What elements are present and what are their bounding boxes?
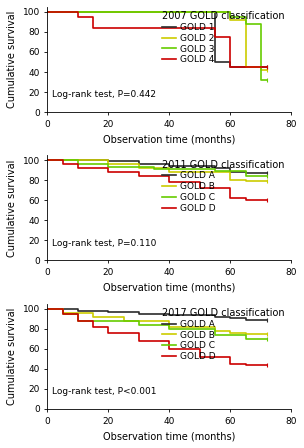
Legend: GOLD 1, GOLD 2, GOLD 3, GOLD 4: GOLD 1, GOLD 2, GOLD 3, GOLD 4	[161, 9, 287, 66]
Y-axis label: Cumulative survival: Cumulative survival	[7, 159, 17, 257]
X-axis label: Observation time (months): Observation time (months)	[103, 134, 236, 144]
Y-axis label: Cumulative survival: Cumulative survival	[7, 308, 17, 405]
Text: Log-rank test, P<0.001: Log-rank test, P<0.001	[52, 387, 157, 396]
Legend: GOLD A, GOLD B, GOLD C, GOLD D: GOLD A, GOLD B, GOLD C, GOLD D	[161, 306, 287, 363]
X-axis label: Observation time (months): Observation time (months)	[103, 431, 236, 441]
Text: Log-rank test, P=0.442: Log-rank test, P=0.442	[52, 90, 156, 99]
Y-axis label: Cumulative survival: Cumulative survival	[7, 11, 17, 108]
Legend: GOLD A, GOLD B, GOLD C, GOLD D: GOLD A, GOLD B, GOLD C, GOLD D	[161, 158, 287, 215]
X-axis label: Observation time (months): Observation time (months)	[103, 283, 236, 293]
Text: Log-rank test, P=0.110: Log-rank test, P=0.110	[52, 239, 157, 248]
